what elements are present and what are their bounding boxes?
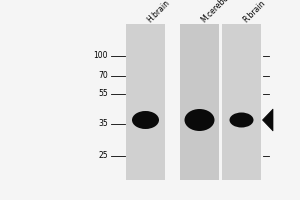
Text: 100: 100: [94, 51, 108, 60]
Bar: [180, 24, 219, 180]
Text: R.brain: R.brain: [242, 0, 267, 24]
Text: 55: 55: [98, 90, 108, 98]
Text: 35: 35: [98, 119, 108, 129]
Polygon shape: [262, 109, 273, 131]
Ellipse shape: [230, 112, 254, 128]
Bar: [222, 24, 261, 180]
Text: 70: 70: [98, 72, 108, 80]
Text: H.brain: H.brain: [146, 0, 172, 24]
Ellipse shape: [184, 109, 214, 131]
Ellipse shape: [132, 111, 159, 129]
Text: 25: 25: [98, 152, 108, 160]
Bar: [126, 24, 165, 180]
Text: M.cerebellum: M.cerebellum: [200, 0, 242, 24]
